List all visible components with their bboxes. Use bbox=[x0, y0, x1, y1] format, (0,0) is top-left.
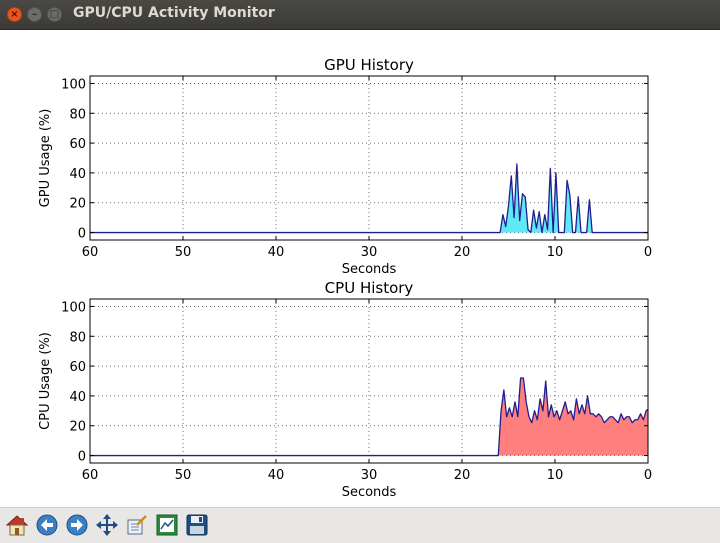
cpu-usage-line bbox=[90, 377, 649, 457]
zoom-rect-button[interactable] bbox=[124, 512, 150, 538]
gpu-y-axis-label: GPU Usage (%) bbox=[38, 109, 53, 208]
gpu-x-tick-label: 0 bbox=[644, 245, 652, 260]
cpu-x-tick-label: 60 bbox=[82, 468, 99, 483]
cpu-usage-area bbox=[90, 378, 648, 456]
home-icon bbox=[5, 515, 29, 536]
forward-icon bbox=[66, 514, 88, 536]
cpu-y-tick-label: 20 bbox=[69, 420, 86, 435]
cpu-x-tick-label: 50 bbox=[175, 468, 192, 483]
gpu-y-tick-label: 0 bbox=[78, 227, 86, 242]
cpu-chart-title: CPU History bbox=[325, 279, 414, 297]
back-button[interactable] bbox=[34, 512, 60, 538]
cpu-x-tick-label: 30 bbox=[361, 468, 378, 483]
gpu-y-tick-label: 20 bbox=[69, 197, 86, 212]
gpu-chart-title: GPU History bbox=[324, 56, 414, 74]
subplots-config-icon bbox=[156, 514, 178, 536]
home-button[interactable] bbox=[4, 512, 30, 538]
cpu-y-tick-label: 40 bbox=[69, 390, 86, 405]
gpu-usage-line bbox=[90, 163, 648, 234]
cpu-y-tick-label: 60 bbox=[69, 360, 86, 375]
cpu-x-tick-label: 20 bbox=[454, 468, 471, 483]
cpu-y-tick-label: 0 bbox=[78, 450, 86, 465]
gpu-x-tick-label: 60 bbox=[82, 245, 99, 260]
save-figure-button[interactable] bbox=[184, 512, 210, 538]
gpu-y-tick-label: 40 bbox=[69, 167, 86, 182]
plot-figure: 60 50 40 30 20 10 0 0 20 40 60 80 100 GPU History Seco… bbox=[0, 30, 720, 507]
cpu-x-tick-label: 0 bbox=[644, 468, 652, 483]
navigation-toolbar bbox=[0, 507, 720, 543]
cpu-x-tick-label: 40 bbox=[268, 468, 285, 483]
zoom-rect-icon bbox=[127, 515, 147, 535]
close-window-button[interactable]: × bbox=[7, 7, 22, 22]
gpu-y-tick-label: 60 bbox=[69, 137, 86, 152]
pan-button[interactable] bbox=[94, 512, 120, 538]
back-icon bbox=[36, 514, 58, 536]
cpu-x-axis-label: Seconds bbox=[342, 485, 397, 500]
gpu-x-tick-label: 40 bbox=[268, 245, 285, 260]
gpu-x-tick-label: 20 bbox=[454, 245, 471, 260]
cpu-x-tick-label: 10 bbox=[547, 468, 564, 483]
save-icon bbox=[186, 514, 208, 536]
gpu-x-tick-label: 30 bbox=[361, 245, 378, 260]
maximize-window-button[interactable]: □ bbox=[47, 7, 62, 22]
gpu-x-tick-label: 10 bbox=[547, 245, 564, 260]
forward-button[interactable] bbox=[64, 512, 90, 538]
cpu-y-tick-label: 100 bbox=[61, 300, 86, 315]
gpu-x-tick-label: 50 bbox=[175, 245, 192, 260]
window-titlebar: × – □ GPU/CPU Activity Monitor bbox=[0, 0, 720, 30]
cpu-y-tick-label: 80 bbox=[69, 330, 86, 345]
cpu-y-axis-label: CPU Usage (%) bbox=[38, 332, 53, 430]
minimize-window-button[interactable]: – bbox=[27, 7, 42, 22]
gpu-usage-area bbox=[90, 163, 648, 233]
window-title: GPU/CPU Activity Monitor bbox=[73, 5, 275, 21]
gpu-y-tick-label: 80 bbox=[69, 107, 86, 122]
configure-subplots-button[interactable] bbox=[154, 512, 180, 538]
gpu-y-tick-label: 100 bbox=[61, 77, 86, 92]
gpu-x-axis-label: Seconds bbox=[342, 262, 397, 277]
pan-icon bbox=[96, 514, 118, 536]
